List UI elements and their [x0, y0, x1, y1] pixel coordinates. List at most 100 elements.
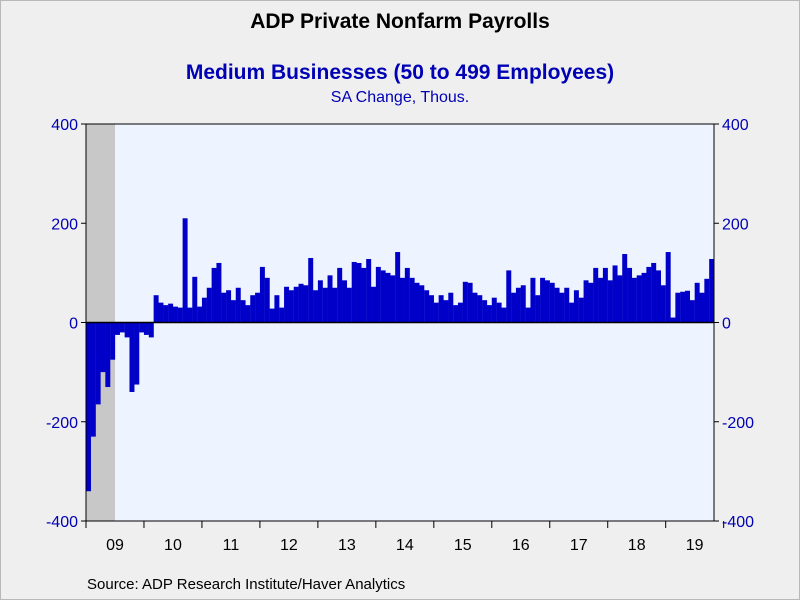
bar [230, 300, 236, 323]
x-tick-label: 12 [280, 537, 298, 554]
bar [313, 290, 319, 323]
bars-layer [86, 218, 715, 492]
y-tick-label-right: -200 [722, 415, 754, 432]
bar [612, 265, 618, 323]
bar [578, 297, 584, 323]
bar [400, 277, 405, 323]
x-tick-label: 17 [570, 537, 588, 554]
bar [588, 282, 594, 323]
bar [636, 275, 642, 323]
bar [424, 290, 430, 323]
bar [366, 258, 372, 323]
bar [380, 270, 386, 323]
bar [699, 292, 705, 323]
bar [129, 322, 135, 392]
bar [438, 295, 444, 323]
y-tick-label-left: 200 [51, 216, 78, 233]
bar [332, 287, 338, 323]
bar [665, 252, 671, 323]
bar [569, 302, 575, 323]
bar [395, 252, 401, 323]
bar [670, 317, 676, 323]
bar [491, 297, 497, 323]
bar [124, 322, 130, 338]
bar [593, 267, 599, 323]
y-tick-label-right: 200 [722, 216, 749, 233]
bar [443, 300, 449, 323]
bar [453, 305, 459, 323]
bar [689, 300, 695, 323]
bar [322, 287, 328, 323]
bar [631, 277, 637, 323]
bar [680, 291, 686, 323]
y-tick-label-right: -400 [722, 514, 754, 531]
bar [390, 275, 396, 323]
bar [221, 292, 227, 323]
bar [385, 272, 391, 323]
bar [192, 276, 198, 323]
x-tick-label: 18 [628, 537, 646, 554]
bar [342, 280, 348, 323]
x-tick-label: 16 [512, 537, 530, 554]
bar [549, 282, 555, 323]
bar [559, 292, 565, 323]
y-tick-label-right: 400 [722, 117, 749, 134]
bar [675, 292, 681, 323]
bar [525, 307, 531, 323]
bar [617, 275, 623, 323]
bar [462, 281, 468, 323]
y-tick-label-right: 0 [722, 316, 731, 333]
chart-subtitle: Medium Businesses (50 to 499 Employees) [185, 61, 615, 84]
bar [269, 308, 275, 323]
x-tick-label: 11 [223, 537, 240, 554]
bar [685, 290, 690, 323]
bar [433, 302, 439, 323]
bar [274, 295, 280, 323]
bar [602, 267, 608, 323]
bar [564, 287, 570, 323]
bar [337, 267, 343, 323]
bar [163, 305, 169, 323]
x-tick-label: 14 [396, 537, 414, 554]
bar [607, 280, 613, 323]
bar [371, 286, 376, 323]
bar [356, 262, 362, 323]
bar [327, 275, 333, 323]
bar [250, 295, 256, 323]
bar [351, 261, 357, 323]
bar [467, 282, 473, 323]
bar [622, 254, 628, 323]
bar [90, 322, 96, 437]
x-tick-label: 09 [106, 537, 124, 554]
bar [158, 302, 164, 323]
bar [216, 262, 222, 323]
bar [211, 267, 217, 323]
bar [279, 307, 285, 323]
y-tick-label-left: 0 [69, 316, 78, 333]
bar [506, 270, 512, 323]
bar [598, 277, 604, 323]
bar [704, 278, 710, 323]
bar [114, 322, 120, 335]
source-note: Source: ADP Research Institute/Haver Ana… [87, 576, 406, 593]
bar [482, 300, 488, 323]
bar [404, 267, 410, 323]
bar [709, 258, 715, 323]
bar [110, 322, 116, 360]
bar [143, 322, 149, 335]
bar [308, 257, 314, 323]
bar [660, 285, 666, 323]
bar [245, 305, 251, 323]
bar [284, 286, 290, 323]
bar [293, 286, 299, 323]
bar [346, 287, 352, 323]
bar [472, 292, 478, 323]
bar [515, 287, 521, 323]
bar [303, 285, 309, 323]
bar [86, 322, 91, 492]
bar [540, 277, 546, 323]
x-tick-label: 19 [686, 537, 704, 554]
bar [134, 322, 140, 385]
bar [153, 295, 159, 323]
bar [511, 292, 517, 323]
